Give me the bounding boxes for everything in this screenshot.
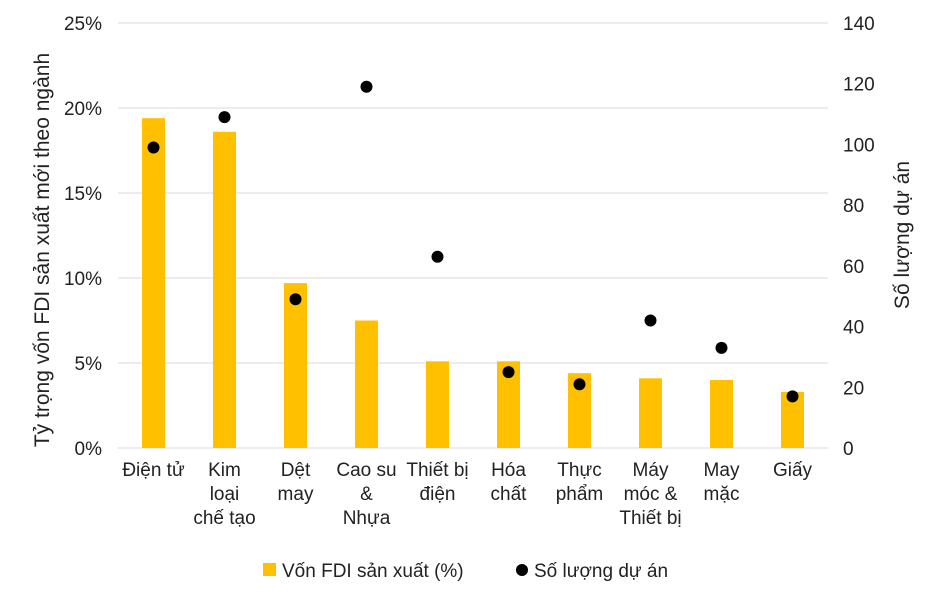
category-label: Giấy [773, 460, 813, 481]
bar-series [142, 118, 804, 449]
right-tick-label: 0 [843, 439, 854, 460]
category-label-line: chất [491, 484, 528, 505]
right-tick-label: 40 [843, 318, 864, 339]
category-label-line: Hóa [491, 460, 526, 481]
bar [568, 373, 591, 448]
right-axis-ticks: 0 20 40 60 80 100 120 140 [843, 14, 875, 460]
category-label: Điện tử [122, 460, 185, 481]
category-label-line: Máy [633, 460, 669, 481]
data-point [147, 141, 160, 154]
category-label-line: phẩm [556, 484, 604, 505]
category-label-line: Thực [557, 460, 601, 481]
left-axis-title: Tỷ trọng vốn FDI sản xuất mới theo ngành [31, 53, 54, 447]
bar [710, 380, 733, 448]
legend-bar-label: Vốn FDI sản xuất (%) [282, 561, 464, 582]
bar [781, 391, 804, 448]
category-label-line: chế tạo [193, 508, 255, 529]
left-tick-label: 0% [75, 439, 103, 460]
right-tick-label: 60 [843, 257, 864, 278]
left-tick-label: 10% [64, 269, 102, 290]
bar [213, 131, 236, 449]
data-point [573, 378, 586, 391]
bar [284, 283, 307, 448]
category-label-line: Kim [208, 460, 241, 481]
right-tick-label: 100 [843, 135, 875, 156]
left-tick-label: 15% [64, 184, 102, 205]
category-label-line: May [704, 460, 740, 481]
bar [639, 378, 662, 448]
right-axis-title: Số lượng dự án [891, 161, 914, 309]
category-label-line: Giấy [773, 460, 813, 481]
bar [426, 361, 449, 448]
dot-series [147, 80, 799, 403]
category-label: Cao su & Nhựa [336, 460, 396, 529]
category-label: Kim loại chế tạo [193, 460, 255, 529]
category-label-line: may [278, 484, 314, 505]
category-label-line: Nhựa [343, 508, 391, 529]
category-label-line: Cao su [336, 460, 396, 481]
data-point [502, 366, 515, 379]
category-label-line: Điện tử [122, 460, 185, 481]
category-label-line: Thiết bị [619, 508, 681, 529]
data-point [431, 250, 444, 263]
category-label: Dệt may [278, 460, 314, 505]
right-tick-label: 140 [843, 14, 875, 35]
legend-bar-swatch [263, 563, 276, 576]
category-label-line: móc & [624, 484, 678, 505]
data-point [289, 293, 302, 306]
data-point [715, 341, 728, 354]
right-tick-label: 80 [843, 196, 864, 217]
category-label-line: & [360, 484, 373, 505]
category-label-line: điện [420, 484, 456, 505]
bar [355, 320, 378, 448]
legend-dot-swatch [516, 564, 528, 576]
bar [142, 118, 165, 448]
left-tick-label: 5% [75, 354, 103, 375]
gridlines [118, 22, 828, 449]
category-label: May mặc [704, 460, 740, 505]
category-label: Hóa chất [491, 460, 528, 505]
data-point [218, 111, 231, 124]
left-axis-ticks: 0% 5% 10% 15% 20% 25% [64, 14, 102, 460]
left-tick-label: 25% [64, 14, 102, 35]
bar [497, 361, 520, 448]
category-label: Thực phẩm [556, 460, 604, 505]
legend: Vốn FDI sản xuất (%) Số lượng dự án [263, 561, 668, 582]
legend-dot-label: Số lượng dự án [534, 561, 668, 582]
left-tick-label: 20% [64, 99, 102, 120]
right-tick-label: 20 [843, 378, 864, 399]
right-tick-label: 120 [843, 75, 875, 96]
data-point [360, 80, 373, 93]
category-labels: Điện tử Kim loại chế tạo Dệt may Cao su & Nhựa Th… [122, 460, 812, 529]
category-label-line: Thiết bị [406, 460, 468, 481]
category-label-line: Dệt [281, 460, 311, 481]
category-label: Thiết bị điện [406, 460, 468, 505]
data-point [644, 314, 657, 327]
category-label-line: mặc [704, 484, 740, 505]
data-point [786, 390, 799, 403]
category-label: Máy móc & Thiết bị [619, 460, 681, 529]
category-label-line: loại [210, 484, 240, 505]
